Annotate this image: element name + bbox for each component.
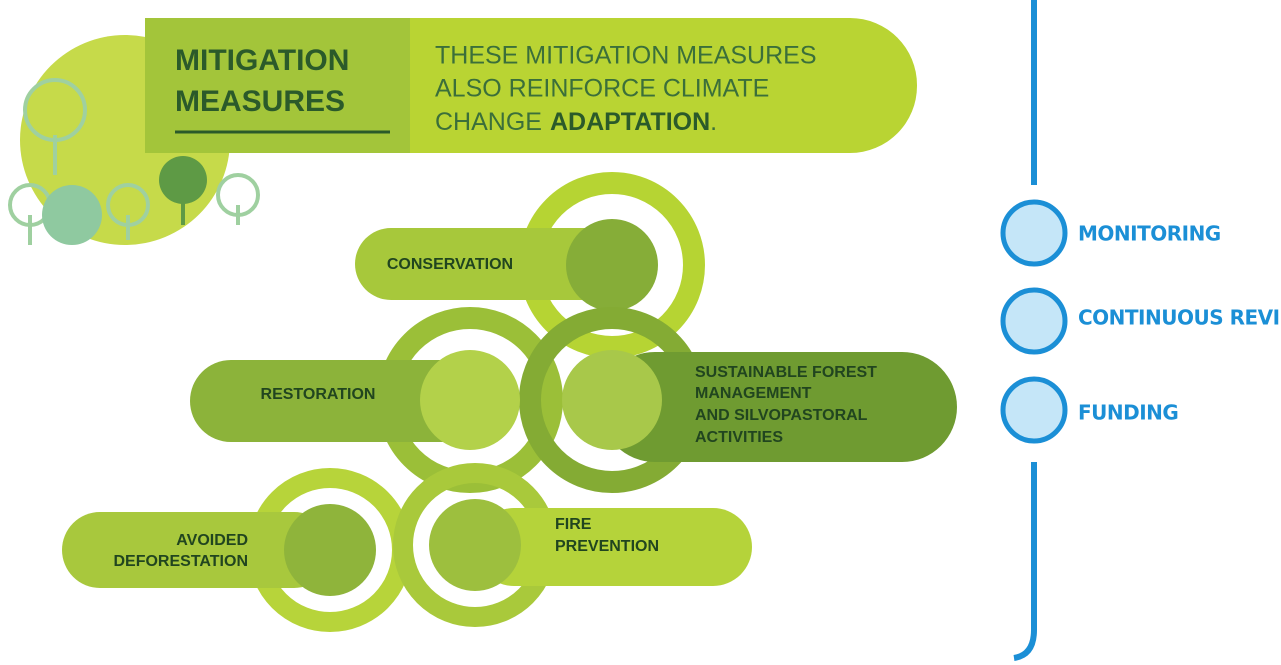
subtitle: ALSO REINFORCE CLIMATE: [435, 75, 769, 103]
infographic: MITIGATION MEASURES THESE MITIGATION MEA…: [0, 0, 1281, 665]
subtitle-part: CHANGE: [435, 108, 542, 136]
measure-label: DEFORESTATION: [113, 553, 248, 570]
support-icon: [1003, 202, 1065, 264]
subtitle-emphasis: ADAPTATION: [550, 108, 710, 136]
support-icon: [1003, 379, 1065, 441]
measure-label: MANAGEMENT: [695, 385, 812, 402]
measure-label: SUSTAINABLE FOREST: [695, 364, 877, 381]
measure-label: AND SILVOPASTORAL: [695, 407, 868, 424]
support-label: CONTINUOUS REVISION: [1078, 306, 1281, 330]
tree: [42, 185, 102, 245]
subtitle: CHANGE ADAPTATION.: [435, 108, 717, 136]
measure-label: AVOIDED: [176, 532, 248, 549]
title: MITIGATION: [175, 44, 349, 77]
title: MEASURES: [175, 85, 345, 118]
icon: [566, 219, 658, 311]
support-icon: [1003, 290, 1065, 352]
support-label: MONITORING: [1078, 222, 1221, 246]
support-label: FUNDING: [1078, 401, 1178, 425]
icon: [429, 499, 521, 591]
measure-label: RESTORATION: [261, 386, 376, 403]
icon: [562, 350, 662, 450]
icon: [284, 504, 376, 596]
measure-label: CONSERVATION: [387, 256, 513, 273]
divider: [1014, 462, 1034, 658]
measure-label: ACTIVITIES: [695, 429, 783, 446]
subtitle-end: .: [710, 108, 717, 136]
subtitle: THESE MITIGATION MEASURES: [435, 42, 817, 70]
icon: [420, 350, 520, 450]
measure-label: FIRE: [555, 516, 592, 533]
measure-label: PREVENTION: [555, 538, 659, 555]
